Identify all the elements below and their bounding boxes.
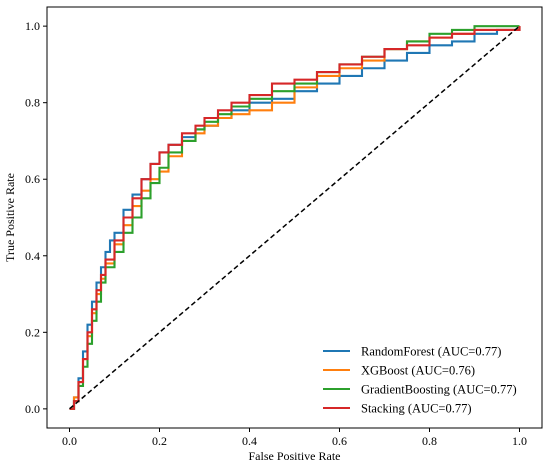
- x-tick-label: 0.2: [152, 434, 167, 448]
- legend-label-3: Stacking (AUC=0.77): [361, 402, 472, 416]
- y-tick-label: 0.0: [25, 402, 40, 416]
- diagonal-reference-line: [69, 25, 520, 410]
- x-tick-label: 0.6: [332, 434, 347, 448]
- x-tick-label: 0.0: [62, 434, 77, 448]
- series-layer: [69, 25, 521, 410]
- y-tick-label: 0.8: [25, 96, 40, 110]
- x-tick-label: 0.4: [242, 434, 257, 448]
- x-axis-ticks: 0.0 0.2 0.4 0.6 0.8 1.0: [62, 428, 527, 448]
- y-tick-label: 0.2: [25, 325, 40, 339]
- x-axis-label: False Positive Rate: [249, 449, 341, 463]
- series-line-3: [69, 26, 521, 410]
- y-axis-label: True Positive Rate: [3, 173, 17, 262]
- diagonal-layer: [69, 25, 520, 410]
- plot-frame: [46, 6, 543, 429]
- y-tick-label: 1.0: [25, 19, 40, 33]
- legend-label-0: RandomForest (AUC=0.77): [361, 345, 501, 359]
- x-tick-label: 0.8: [422, 434, 437, 448]
- x-tick-label: 1.0: [512, 434, 527, 448]
- legend-label-2: GradientBoosting (AUC=0.77): [361, 383, 517, 397]
- legend-label-1: XGBoost (AUC=0.76): [361, 364, 475, 378]
- y-tick-label: 0.4: [25, 249, 40, 263]
- y-axis-ticks: 0.0 0.2 0.4 0.6 0.8 1.0: [25, 19, 47, 416]
- y-tick-label: 0.6: [25, 172, 40, 186]
- legend: RandomForest (AUC=0.77) XGBoost (AUC=0.76…: [323, 345, 517, 416]
